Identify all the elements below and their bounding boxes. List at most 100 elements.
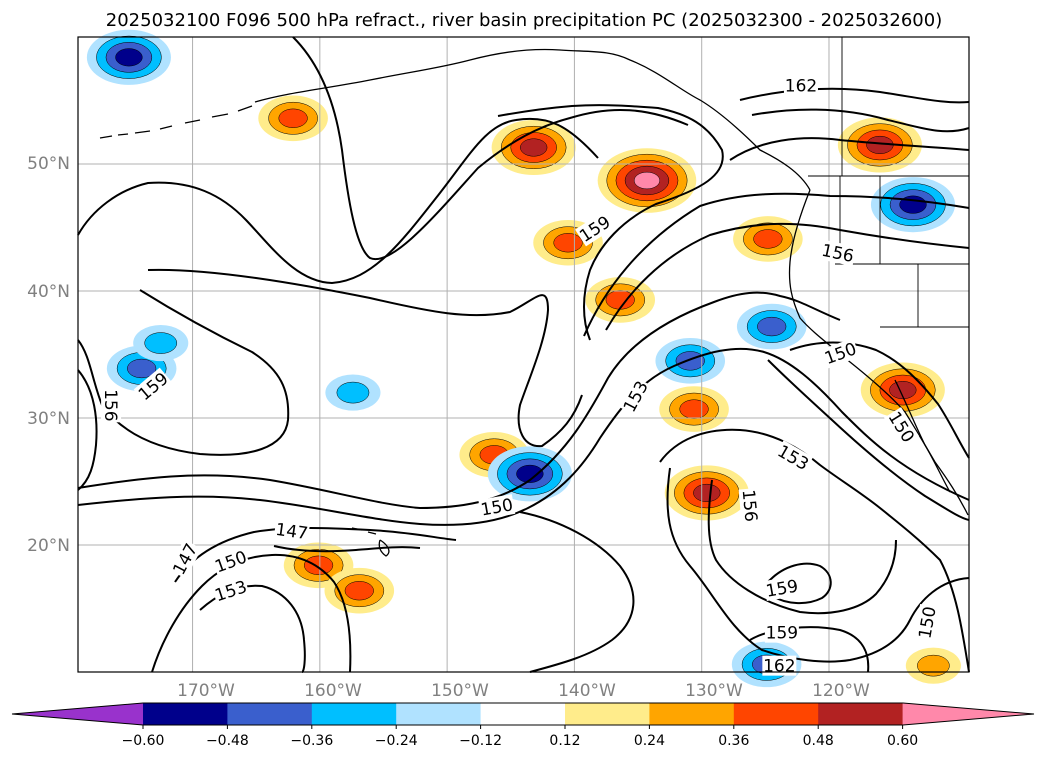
contour-label-background — [763, 575, 801, 601]
precip-cell — [325, 374, 381, 411]
precip-cell — [870, 177, 956, 233]
precip-level — [553, 233, 583, 253]
contour-label-background — [211, 546, 251, 577]
colorbar-tick-label: 0.48 — [803, 733, 834, 749]
precip-cell — [837, 117, 922, 173]
contour-label-background — [783, 75, 818, 96]
coastline-baja — [894, 379, 951, 493]
contour-line — [151, 553, 352, 673]
contour-label-background — [273, 518, 311, 544]
lon-label: 150°W — [431, 681, 489, 701]
lon-label: 160°W — [304, 681, 362, 701]
contour-label-background — [773, 440, 814, 475]
colorbar-tick-label: 0.12 — [549, 733, 580, 749]
lon-label: 170°W — [177, 681, 235, 701]
contour-line — [77, 369, 98, 491]
map-frame — [77, 36, 970, 673]
contour-line — [583, 192, 970, 337]
contour-line — [519, 511, 635, 673]
precip-cell — [655, 338, 726, 384]
colorbar-segment — [396, 703, 482, 725]
contour-line — [497, 104, 724, 341]
precip-cell — [597, 148, 697, 213]
contour-line — [739, 87, 970, 104]
contour-label-background — [211, 575, 251, 606]
colorbar-tick-label: −0.60 — [122, 733, 165, 749]
contour-label: 147 — [273, 518, 311, 544]
contour-label-background — [762, 655, 797, 676]
precip-level — [344, 581, 374, 601]
lon-label: 140°W — [558, 681, 616, 701]
contour-line — [707, 479, 897, 615]
contour-line — [147, 268, 583, 448]
colorbar: −0.60 −0.48 −0.36 −0.24 −0.12 0.12 0.24 0.36 0.4… — [11, 702, 1035, 749]
lat-label: 30°N — [27, 409, 70, 429]
lat-label: 20°N — [27, 536, 70, 556]
contour-label-background — [914, 603, 940, 641]
contour-label-text: 147 — [274, 520, 309, 544]
precip-cell — [664, 465, 749, 521]
contour-label-text: 162 — [785, 76, 817, 96]
precip-level — [127, 358, 157, 379]
contour-label: 159 — [763, 575, 801, 602]
precip-level — [520, 138, 548, 157]
contour-line — [292, 36, 689, 261]
lon-label: 120°W — [812, 681, 870, 701]
contour-label-background — [884, 407, 920, 447]
precip-level — [679, 399, 709, 419]
contour-label: 156 — [100, 388, 122, 423]
precip-level — [675, 351, 705, 371]
colorbar-tick-label: −0.48 — [206, 733, 249, 749]
lon-label: 130°W — [685, 681, 743, 701]
colorbar-ticks: −0.60 −0.48 −0.36 −0.24 −0.12 0.12 0.24 0.36 0.4… — [122, 725, 918, 749]
colorbar-extend-max — [902, 703, 1034, 725]
precip-level — [757, 316, 787, 337]
precip-level — [753, 229, 783, 249]
contour-line — [605, 222, 970, 331]
contour-label-background — [478, 494, 516, 520]
precip-level — [144, 332, 178, 354]
colorbar-tick-label: −0.12 — [459, 733, 502, 749]
political-boundaries — [808, 37, 969, 328]
contour-label-background — [575, 211, 615, 247]
precip-cell — [585, 277, 656, 323]
precip-cell — [491, 119, 576, 176]
contour-label-text: 156 — [738, 489, 761, 523]
longitude-axis: 170°W 160°W 150°W 140°W 130°W 120°W — [177, 681, 870, 701]
contour-label: 156 — [738, 487, 762, 524]
contour-label-background — [133, 367, 173, 405]
border-state-lines — [835, 37, 969, 327]
precip-cell — [86, 29, 171, 85]
colorbar-segment — [733, 703, 819, 725]
contour-line — [273, 545, 421, 553]
precip-cell — [736, 303, 807, 350]
colorbar-outline — [11, 702, 1035, 726]
precip-cell — [860, 362, 945, 418]
precip-level — [693, 483, 721, 502]
contour-label-background — [101, 388, 122, 423]
contour-label: 162 — [762, 655, 797, 677]
contour-label: 162 — [783, 75, 818, 96]
contour-label: 159 — [764, 622, 799, 644]
precip-cell — [258, 95, 328, 142]
contour-label-background — [764, 622, 799, 643]
contour-line — [77, 117, 599, 285]
contour-line — [174, 527, 457, 583]
contour-line — [789, 341, 970, 459]
contour-label-background — [821, 338, 860, 369]
precip-level — [336, 381, 370, 404]
precip-level — [303, 555, 334, 575]
coastline-alaska — [254, 48, 811, 191]
contour-label-background — [738, 487, 762, 524]
precip-level — [889, 381, 917, 400]
colorbar-extend-min — [12, 703, 143, 725]
contour-label-background — [819, 239, 857, 267]
contour-label-text: 156 — [100, 389, 120, 421]
colorbar-tick-label: 0.36 — [718, 733, 749, 749]
precip-level — [917, 654, 950, 677]
colorbar-tick-label: 0.24 — [634, 733, 665, 749]
colorbar-segment — [649, 703, 735, 725]
